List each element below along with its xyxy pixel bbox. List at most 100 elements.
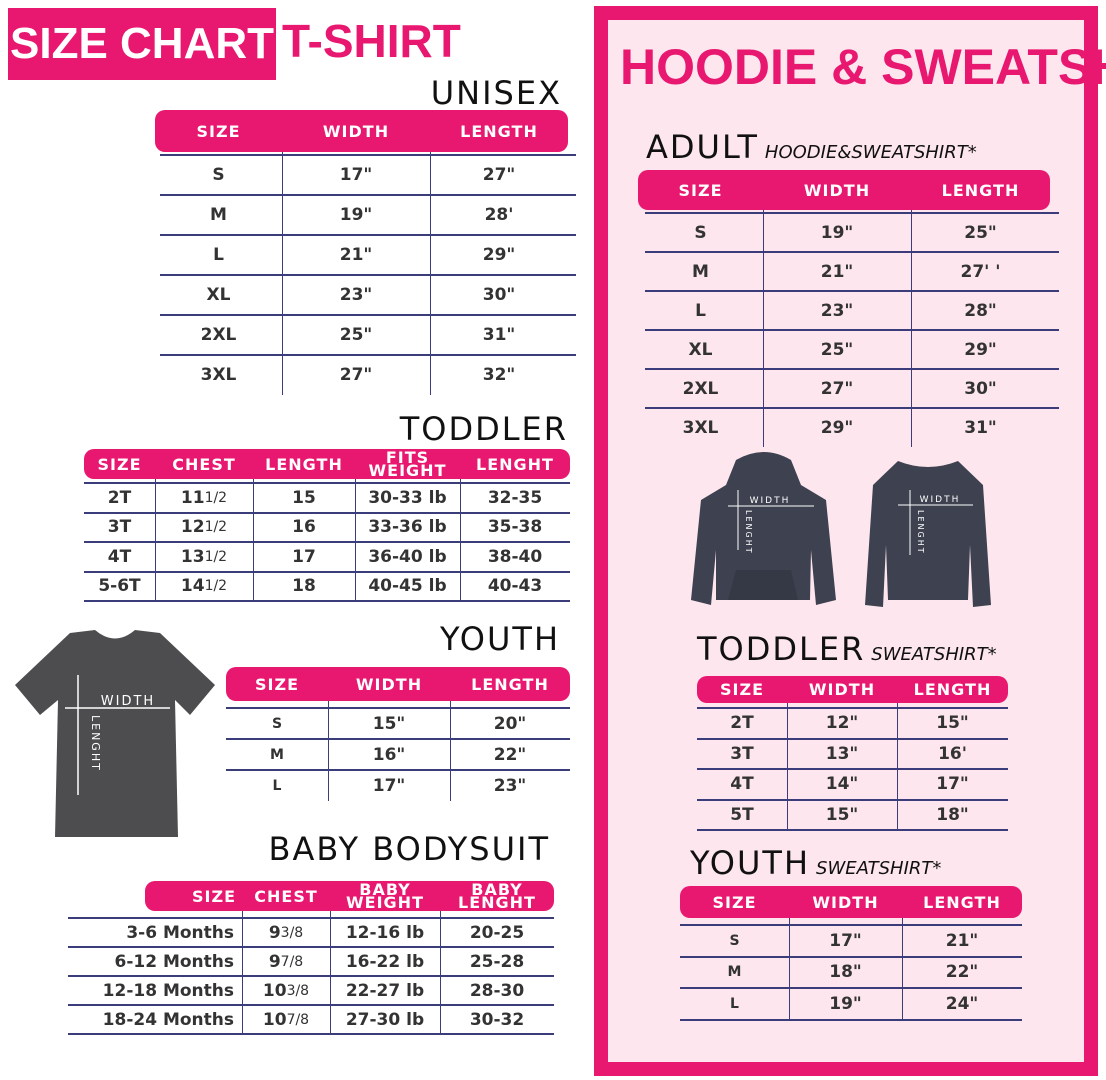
- cell: 21": [339, 245, 373, 265]
- cell: XL: [206, 285, 231, 305]
- row-line: [84, 600, 570, 602]
- header-bg: [155, 110, 568, 152]
- sweatshirt-image: WIDTH LENGHT: [865, 461, 991, 607]
- hoodie-shape: [691, 452, 836, 605]
- cell: 22": [493, 744, 527, 765]
- cell: 29": [820, 417, 854, 438]
- row-line: [84, 511, 570, 514]
- cell: 5-6T: [98, 576, 141, 597]
- column-header: LENGTH: [923, 892, 1001, 912]
- length-label: LENGHT: [916, 510, 925, 555]
- section-title: UNISEX: [431, 74, 562, 112]
- cell: 16-22 lb: [345, 951, 425, 972]
- column-divider: [897, 703, 898, 830]
- title: BABY BODYSUIT: [268, 830, 550, 868]
- row-line: [697, 737, 1008, 740]
- cell: 40-45 lb: [368, 576, 447, 597]
- cell: 2XL: [200, 325, 237, 345]
- cell: 27-30 lb: [345, 1009, 425, 1030]
- row-line: [84, 570, 570, 573]
- cell: 28-30: [469, 980, 525, 1001]
- row-line: [68, 946, 554, 948]
- column-header: LENGTH: [471, 674, 549, 694]
- tshirt-title: T-SHIRT: [282, 15, 461, 67]
- row-line: [160, 314, 576, 316]
- cell: 36-40 lb: [368, 546, 447, 567]
- cell: 19": [829, 993, 862, 1014]
- row-line: [226, 738, 570, 740]
- cell: 32": [482, 365, 516, 385]
- section-title: YOUTH SWEATSHIRT*: [690, 844, 941, 882]
- cell: 3XL: [200, 365, 237, 385]
- row-line: [680, 987, 1022, 989]
- cell: M: [210, 205, 227, 225]
- cell: 3T: [730, 743, 754, 764]
- cell: 20-25: [469, 922, 525, 943]
- column-header: CHEST: [172, 454, 236, 474]
- row-line: [697, 798, 1008, 801]
- header-bg: [226, 667, 570, 701]
- cell: 9 7/8: [268, 951, 304, 972]
- cell: 15": [936, 713, 969, 734]
- sweatshirt-shape: [865, 461, 991, 607]
- row-line: [645, 368, 1059, 370]
- column-divider: [282, 152, 283, 395]
- cell: 25": [339, 325, 373, 345]
- cell: 14 1/2: [180, 576, 228, 597]
- title: UNISEX: [430, 74, 562, 112]
- cell: 2T: [107, 487, 132, 508]
- cell: 25": [820, 339, 854, 360]
- cell: 17: [292, 546, 316, 567]
- cell: 27": [820, 378, 854, 399]
- header-bg: [697, 676, 1008, 703]
- cell: M: [692, 261, 709, 282]
- column-header: SIZE: [254, 674, 299, 694]
- cell: 35-38: [487, 517, 543, 538]
- cell: 18": [936, 804, 969, 825]
- section-title: TODDLER SWEATSHIRT*: [697, 630, 997, 668]
- row-line: [645, 212, 1059, 214]
- cell: 22": [945, 962, 979, 983]
- cell: 3XL: [682, 417, 719, 438]
- column-header: WIDTH: [322, 121, 390, 141]
- column-header: BABY LENGHT: [458, 880, 536, 912]
- column-divider: [355, 479, 356, 601]
- row-line: [68, 1033, 554, 1035]
- cell: 28': [484, 205, 514, 225]
- column-divider: [911, 210, 912, 447]
- cell: M: [270, 746, 284, 763]
- column-header: LENGTH: [265, 454, 343, 474]
- cell: 22-27 lb: [345, 980, 425, 1001]
- hoodie-pocket: [728, 570, 798, 600]
- column-header: SIZE: [712, 892, 757, 912]
- column-header: SIZE: [196, 121, 241, 141]
- cell: 2T: [730, 713, 754, 734]
- column-divider: [328, 701, 329, 801]
- column-divider: [450, 701, 451, 801]
- cell: 40-43: [487, 576, 543, 597]
- column-header: FITS WEIGHT: [368, 448, 447, 480]
- column-divider: [460, 479, 461, 601]
- column-divider: [763, 210, 764, 447]
- hoodie-title: HOODIE & SWEATSHIRT: [620, 39, 1106, 95]
- cell: 12": [825, 713, 859, 734]
- cell: 9 3/8: [268, 922, 304, 943]
- tshirt-image: WIDTH LENGHT: [15, 630, 215, 837]
- cell: S: [694, 222, 707, 243]
- cell: 27' ': [960, 261, 1001, 282]
- cell: 15: [292, 487, 316, 508]
- row-line: [645, 329, 1059, 331]
- cell: 15": [825, 804, 859, 825]
- subtitle: HOODIE&SWEATSHIRT*: [764, 142, 977, 163]
- cell: 29": [482, 245, 516, 265]
- column-header: SIZE: [719, 680, 764, 699]
- column-divider: [253, 479, 254, 601]
- cell: 30": [482, 285, 516, 305]
- cell: 4T: [107, 546, 132, 567]
- cell: 17": [936, 774, 969, 795]
- cell: 32-35: [487, 487, 543, 508]
- cell: 13": [825, 743, 859, 764]
- column-header: BABY WEIGHT: [346, 880, 424, 912]
- column-divider: [155, 479, 156, 601]
